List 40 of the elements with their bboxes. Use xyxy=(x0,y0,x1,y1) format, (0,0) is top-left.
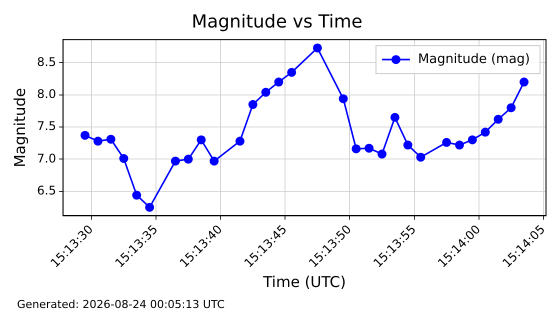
point xyxy=(364,144,374,153)
x-axis-title: Time (UTC) xyxy=(262,272,346,291)
point xyxy=(416,152,426,162)
point xyxy=(145,202,154,212)
point xyxy=(184,154,193,164)
point xyxy=(80,130,90,140)
point xyxy=(210,156,219,166)
point xyxy=(520,78,529,87)
y-tick-label: 6.5 xyxy=(36,183,56,198)
text: Generated: 2026-08-24 00:05:13 UTC xyxy=(17,298,225,311)
point xyxy=(312,43,322,52)
chart-title: Magnitude vs Time xyxy=(192,11,362,32)
point xyxy=(442,138,452,147)
point xyxy=(132,190,142,200)
point xyxy=(287,68,296,77)
point xyxy=(480,128,490,137)
y-tick-label: 7.0 xyxy=(36,151,56,166)
point xyxy=(170,156,180,166)
point xyxy=(338,94,348,104)
point xyxy=(454,140,464,150)
point xyxy=(196,135,206,144)
point xyxy=(390,112,400,122)
point xyxy=(93,136,102,146)
point xyxy=(494,114,503,124)
point xyxy=(378,150,387,159)
y-tick-label: 8.0 xyxy=(36,87,56,101)
point xyxy=(403,140,412,150)
y-tick-label: 7.5 xyxy=(36,119,56,134)
point xyxy=(274,78,284,87)
y-axis-title: Magnitude xyxy=(10,88,29,168)
point xyxy=(352,144,361,154)
point xyxy=(261,88,270,97)
legend-label: Magnitude (mag) xyxy=(418,52,530,67)
point xyxy=(119,154,128,164)
point xyxy=(235,136,244,146)
point xyxy=(506,103,516,112)
point xyxy=(468,135,477,144)
point xyxy=(248,100,258,110)
point xyxy=(106,134,116,144)
y-tick-label: 8.5 xyxy=(36,54,56,69)
